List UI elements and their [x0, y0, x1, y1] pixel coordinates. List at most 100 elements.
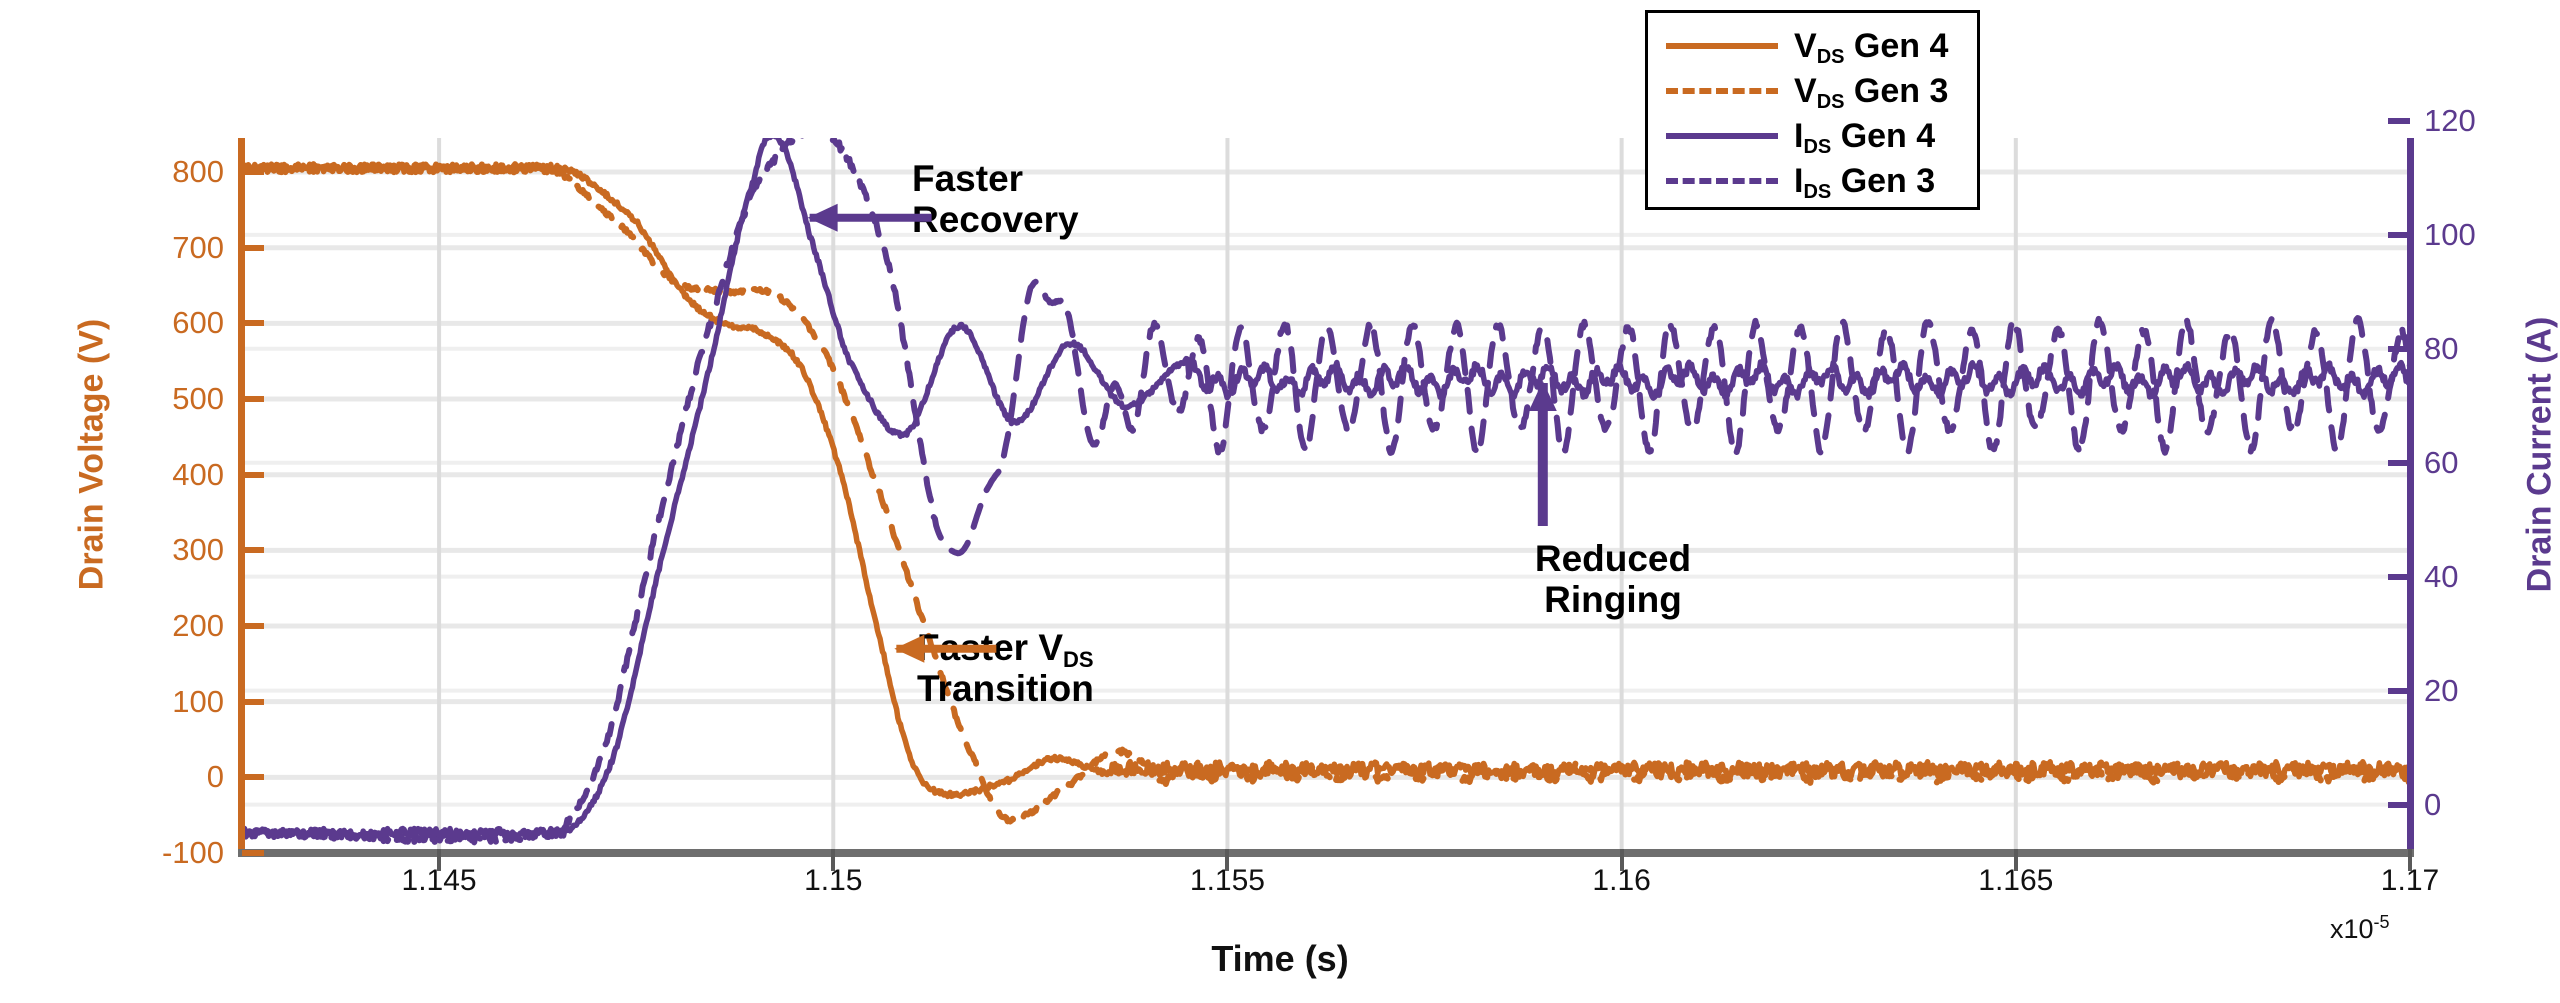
- left-axis-tick-label: 800: [172, 154, 224, 190]
- legend-generation: Gen 4: [1844, 26, 1949, 65]
- left-axis-tick: [242, 698, 264, 705]
- right-axis-spine: [2407, 138, 2414, 856]
- left-axis-tick: [242, 774, 264, 781]
- x-multiplier-exponent: -5: [2373, 912, 2390, 932]
- left-axis-tick-label: 200: [172, 608, 224, 644]
- x-axis-tick: [437, 849, 442, 871]
- left-axis-tick-label: 100: [172, 683, 224, 719]
- left-axis-tick-label: 400: [172, 456, 224, 492]
- left-axis-tick: [242, 244, 264, 251]
- legend-swatch-dashed: [1666, 87, 1778, 94]
- left-axis-spine: [238, 138, 245, 856]
- legend-generation: Gen 3: [1831, 161, 1936, 200]
- annotation-faster-vds-line1: Faster VDS: [917, 627, 1094, 672]
- legend-generation: Gen 4: [1831, 116, 1936, 155]
- right-axis-tick: [2388, 459, 2410, 466]
- left-axis-tick: [242, 547, 264, 554]
- right-axis-tick-label: 40: [2424, 558, 2459, 594]
- right-axis-tick: [2388, 117, 2410, 124]
- left-axis-tick: [242, 169, 264, 176]
- left-axis-tick-label: -100: [161, 835, 224, 870]
- annotation-faster-recovery-line2: Recovery: [912, 199, 1079, 241]
- plot-area: [242, 138, 2410, 853]
- right-axis-tick-label: 20: [2424, 672, 2459, 708]
- annotation-faster-recovery: Faster Recovery: [912, 158, 1079, 241]
- left-axis-tick-label: 700: [172, 229, 224, 265]
- annotation-faster-recovery-line1: Faster: [912, 158, 1024, 199]
- legend-label: VDS Gen 3: [1794, 71, 1949, 112]
- legend-subscript: DS: [1803, 180, 1832, 203]
- series-vds-gen-4: [242, 161, 2410, 800]
- legend-swatch-solid: [1666, 132, 1778, 139]
- legend-swatch-dashed: [1666, 177, 1778, 184]
- right-axis-tick: [2388, 801, 2410, 808]
- x-axis-tick-label: 1.165: [1978, 864, 2054, 897]
- x-axis-tick-label: 1.16: [1592, 864, 1651, 897]
- x-axis-tick: [2408, 849, 2412, 871]
- legend-label: IDS Gen 4: [1794, 116, 1936, 157]
- x-axis-tick-label: 1.155: [1189, 864, 1265, 897]
- x-axis-tick: [1619, 849, 1624, 871]
- left-axis-tick-label: 600: [172, 305, 224, 341]
- legend-generation: Gen 3: [1844, 71, 1949, 110]
- legend-item-i-gen-4[interactable]: IDS Gen 4: [1648, 113, 1977, 158]
- bottom-axis-spine: [238, 849, 2414, 857]
- x-axis-title: Time (s): [1211, 938, 1349, 979]
- legend-item-v-gen-4[interactable]: VDS Gen 4: [1648, 23, 1977, 68]
- legend-label: VDS Gen 4: [1794, 26, 1949, 67]
- left-axis-tick-label: 0: [206, 759, 224, 795]
- annotation-faster-vds-text: Faster V: [917, 627, 1064, 668]
- left-axis-title: Drain Voltage (V): [72, 318, 111, 591]
- left-axis-tick: [242, 471, 264, 478]
- x-axis-tick: [1225, 849, 1230, 871]
- annotation-faster-vds-subscript: DS: [1063, 647, 1094, 672]
- series-ids-gen-3: [242, 138, 2410, 846]
- legend-subscript: DS: [1816, 90, 1845, 113]
- x-axis-tick: [2013, 849, 2018, 871]
- x-axis-multiplier: x10-5: [2330, 912, 2390, 945]
- legend-swatch-solid: [1666, 42, 1778, 49]
- x-axis-tick-label: 1.145: [401, 864, 477, 897]
- left-axis-tick: [242, 623, 264, 630]
- left-axis-tick: [242, 850, 264, 856]
- left-axis-tick: [242, 396, 264, 403]
- right-axis-tick-label: 80: [2424, 330, 2459, 366]
- annotation-faster-vds-transition: Faster VDS Transition: [917, 627, 1094, 710]
- legend-symbol: I: [1794, 161, 1804, 200]
- grid-lines: [242, 138, 2410, 853]
- series-vds-gen-3: [242, 161, 2410, 825]
- legend-symbol: V: [1794, 26, 1817, 65]
- right-axis-tick-label: 60: [2424, 444, 2459, 480]
- legend-box: VDS Gen 4 VDS Gen 3 IDS Gen 4 IDS Gen 3: [1645, 10, 1980, 210]
- annotation-reduced-ringing: Reduced Ringing: [1483, 538, 1743, 621]
- right-axis-tick-label: 0: [2424, 786, 2442, 822]
- right-axis-tick-label: 120: [2424, 102, 2476, 138]
- x-axis-tick-label: 1.15: [804, 864, 863, 897]
- annotation-reduced-ringing-line2: Ringing: [1544, 579, 1682, 621]
- legend-symbol: V: [1794, 71, 1817, 110]
- right-axis-tick: [2388, 573, 2410, 580]
- left-axis-tick: [242, 320, 264, 327]
- legend-item-v-gen-3[interactable]: VDS Gen 3: [1648, 68, 1977, 113]
- right-axis-tick: [2388, 231, 2410, 238]
- right-axis-tick: [2388, 345, 2410, 352]
- annotation-reduced-ringing-line1: Reduced: [1534, 538, 1692, 579]
- annotation-faster-vds-line2: Transition: [917, 668, 1094, 710]
- left-axis-tick-label: 500: [172, 381, 224, 417]
- left-axis-tick-label: 300: [172, 532, 224, 568]
- x-axis-tick: [831, 849, 836, 871]
- waveform-canvas: [242, 138, 2410, 853]
- right-axis-tick-label: 100: [2424, 216, 2476, 252]
- right-axis-tick: [2388, 687, 2410, 694]
- x-axis-tick-label: 1.17: [2380, 864, 2440, 897]
- legend-label: IDS Gen 3: [1794, 161, 1936, 202]
- legend-item-i-gen-3[interactable]: IDS Gen 3: [1648, 158, 1977, 203]
- legend-rows: VDS Gen 4 VDS Gen 3 IDS Gen 4 IDS Gen 3: [1648, 23, 1977, 203]
- legend-subscript: DS: [1816, 45, 1845, 68]
- legend-symbol: I: [1794, 116, 1804, 155]
- legend-subscript: DS: [1803, 135, 1832, 158]
- right-axis-title: Drain Current (A): [2520, 316, 2559, 593]
- series-ids-gen-4: [242, 138, 2410, 841]
- x-multiplier-base: x10: [2330, 914, 2374, 944]
